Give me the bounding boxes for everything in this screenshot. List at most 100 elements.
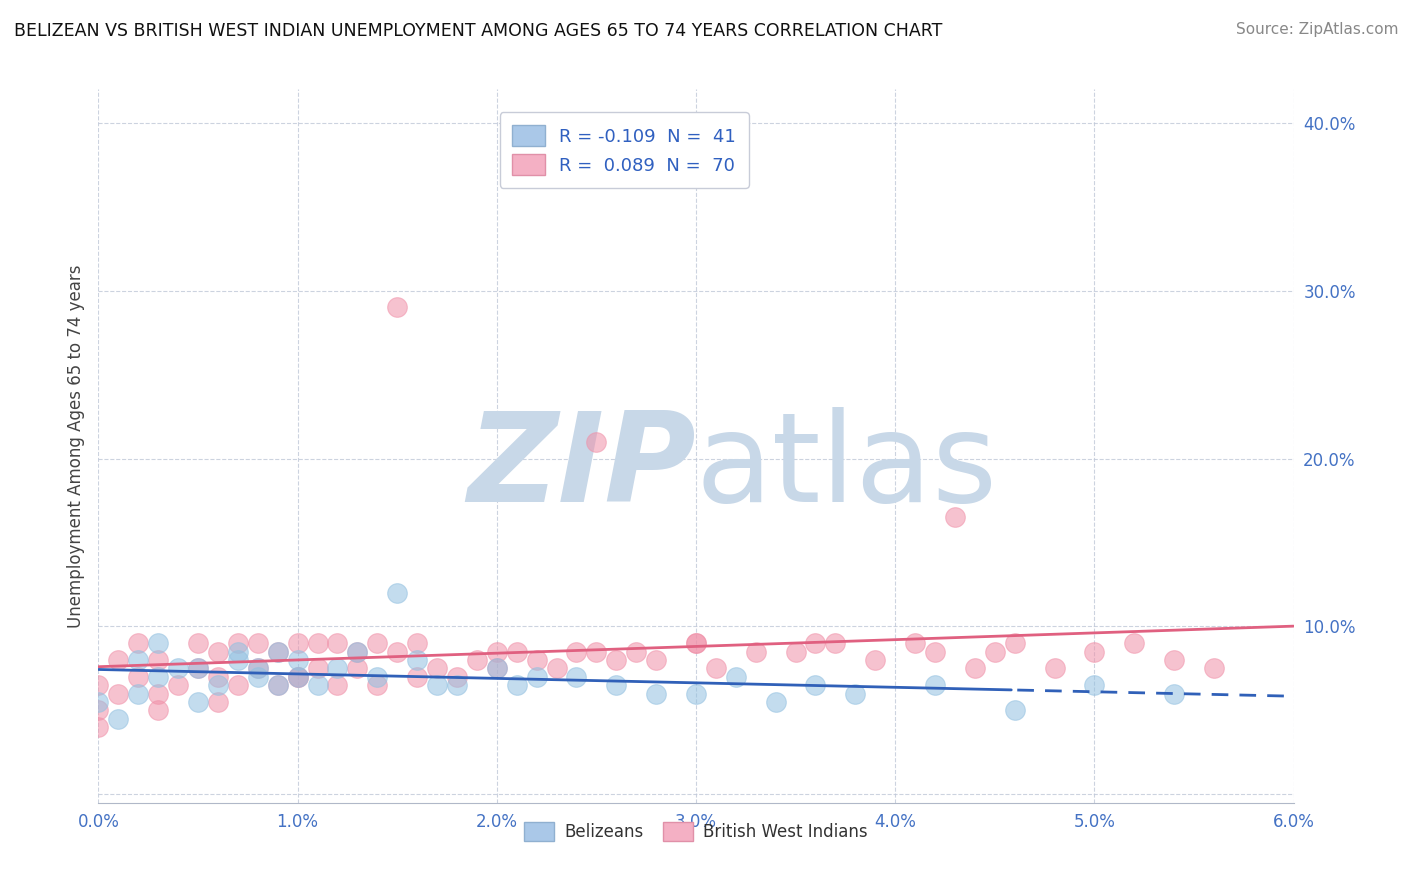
Point: [246, 661, 269, 675]
Point: [207, 695, 229, 709]
Point: [785, 645, 807, 659]
Point: [148, 687, 170, 701]
Point: [1202, 661, 1225, 675]
Point: [167, 678, 190, 692]
Point: [226, 653, 249, 667]
Point: [127, 653, 149, 667]
Point: [107, 712, 129, 726]
Point: [127, 687, 149, 701]
Point: [406, 670, 429, 684]
Point: [287, 636, 309, 650]
Point: [366, 636, 388, 650]
Point: [865, 653, 887, 667]
Point: [605, 678, 627, 692]
Point: [804, 636, 827, 650]
Point: [107, 653, 129, 667]
Point: [943, 510, 966, 524]
Point: [287, 670, 309, 684]
Point: [187, 661, 209, 675]
Point: [226, 636, 249, 650]
Point: [187, 661, 209, 675]
Point: [485, 661, 508, 675]
Point: [426, 678, 449, 692]
Point: [406, 636, 429, 650]
Point: [426, 661, 449, 675]
Point: [485, 661, 508, 675]
Point: [585, 434, 607, 449]
Point: [246, 670, 269, 684]
Point: [246, 661, 269, 675]
Point: [287, 670, 309, 684]
Point: [984, 645, 1007, 659]
Point: [465, 653, 488, 667]
Point: [565, 670, 588, 684]
Point: [187, 695, 209, 709]
Point: [87, 720, 110, 734]
Point: [267, 678, 290, 692]
Point: [605, 653, 627, 667]
Point: [844, 687, 866, 701]
Point: [148, 653, 170, 667]
Point: [526, 653, 548, 667]
Point: [148, 703, 170, 717]
Point: [346, 661, 368, 675]
Point: [685, 636, 707, 650]
Y-axis label: Unemployment Among Ages 65 to 74 years: Unemployment Among Ages 65 to 74 years: [66, 264, 84, 628]
Point: [804, 678, 827, 692]
Point: [326, 678, 349, 692]
Point: [127, 670, 149, 684]
Text: ZIP: ZIP: [467, 407, 696, 528]
Point: [745, 645, 768, 659]
Point: [526, 670, 548, 684]
Point: [385, 586, 409, 600]
Point: [446, 678, 468, 692]
Point: [346, 645, 368, 659]
Point: [1123, 636, 1146, 650]
Text: atlas: atlas: [696, 407, 998, 528]
Point: [207, 670, 229, 684]
Point: [904, 636, 927, 650]
Point: [267, 645, 290, 659]
Point: [565, 645, 588, 659]
Point: [1043, 661, 1066, 675]
Point: [924, 645, 946, 659]
Point: [267, 678, 290, 692]
Point: [824, 636, 846, 650]
Legend: Belizeans, British West Indians: Belizeans, British West Indians: [517, 815, 875, 848]
Point: [148, 636, 170, 650]
Point: [226, 645, 249, 659]
Point: [506, 645, 529, 659]
Point: [626, 645, 648, 659]
Point: [87, 703, 110, 717]
Point: [1004, 703, 1026, 717]
Point: [267, 645, 290, 659]
Point: [546, 661, 568, 675]
Point: [326, 661, 349, 675]
Point: [446, 670, 468, 684]
Point: [1083, 678, 1105, 692]
Point: [724, 670, 747, 684]
Point: [645, 653, 668, 667]
Point: [326, 636, 349, 650]
Point: [406, 653, 429, 667]
Point: [226, 678, 249, 692]
Point: [87, 678, 110, 692]
Point: [307, 661, 329, 675]
Point: [287, 670, 309, 684]
Point: [287, 653, 309, 667]
Point: [307, 678, 329, 692]
Point: [704, 661, 727, 675]
Point: [127, 636, 149, 650]
Point: [187, 636, 209, 650]
Point: [685, 687, 707, 701]
Point: [148, 670, 170, 684]
Point: [685, 636, 707, 650]
Point: [1004, 636, 1026, 650]
Point: [1163, 653, 1185, 667]
Point: [167, 661, 190, 675]
Point: [963, 661, 986, 675]
Point: [485, 645, 508, 659]
Point: [765, 695, 787, 709]
Point: [87, 695, 110, 709]
Point: [1163, 687, 1185, 701]
